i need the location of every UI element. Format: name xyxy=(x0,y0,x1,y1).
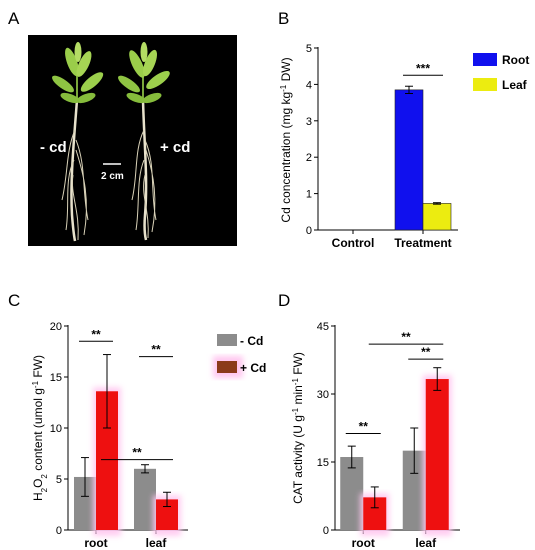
bar-cd-root xyxy=(96,391,118,530)
legend-label-minus-cd: - Cd xyxy=(240,334,263,348)
significance-label: ** xyxy=(401,330,411,344)
y-tick-label: 4 xyxy=(306,79,312,91)
bar-root-treatment xyxy=(394,89,424,231)
legend-label-root: Root xyxy=(502,53,529,67)
bar-cd-leaf xyxy=(425,379,449,530)
legend-label-plus-cd: + Cd xyxy=(240,361,266,375)
y-tick-label: 15 xyxy=(317,457,329,469)
y-axis-title-c: H2O2 content (umol g-1 FW) xyxy=(31,355,49,501)
bar-cd-root xyxy=(340,457,364,530)
y-tick-label: 0 xyxy=(56,525,62,537)
plant-plus-cd xyxy=(118,42,170,241)
y-tick-label: 1 xyxy=(306,189,312,201)
y-tick-label: 10 xyxy=(50,423,62,435)
legend-label-leaf: Leaf xyxy=(502,78,528,92)
significance-label: *** xyxy=(416,61,430,75)
label-plus-cd: + cd xyxy=(160,139,190,156)
panel-d-letter: D xyxy=(278,291,290,310)
significance-label: ** xyxy=(421,345,431,359)
x-tick-label-control: Control xyxy=(332,236,375,250)
panel-c: C 0 5 10 15 20 root leaf ** ** ** H2O2 content (um… xyxy=(8,291,266,550)
y-tick-label: 15 xyxy=(50,372,62,384)
y-tick-label: 5 xyxy=(56,474,62,486)
bar-cd-root xyxy=(363,497,387,530)
panel-c-letter: C xyxy=(8,291,20,310)
y-tick-label: 0 xyxy=(306,225,312,237)
panel-a-letter: A xyxy=(8,9,20,28)
y-tick-label: 3 xyxy=(306,116,312,128)
legend-swatch-leaf xyxy=(473,78,497,91)
label-minus-cd: - cd xyxy=(40,139,67,156)
significance-label: ** xyxy=(91,327,101,341)
plant-minus-cd xyxy=(52,42,104,242)
legend-swatch-plus-cd xyxy=(217,361,237,373)
bar-cd-leaf xyxy=(156,499,178,530)
y-tick-label: 0 xyxy=(323,525,329,537)
plant-photo xyxy=(28,35,237,246)
panel-d: D 0 15 30 45 root leaf ** ** ** CAT activity (U g… xyxy=(278,291,460,550)
legend-swatch-root xyxy=(473,53,497,66)
panel-a: A - cd + cd 2 cm xyxy=(8,9,237,246)
chart-d: 0 15 30 45 root leaf ** ** ** CAT activity (U g-1… xyxy=(291,321,460,550)
legend-swatch-minus-cd xyxy=(217,334,237,346)
bar-cd-root xyxy=(74,476,96,530)
bar-cd-leaf xyxy=(134,468,156,530)
x-tick-label-leaf: leaf xyxy=(415,536,437,550)
y-tick-label: 5 xyxy=(306,43,312,55)
x-tick-label-treatment: Treatment xyxy=(394,236,451,250)
y-axis-title-d: CAT activity (U g-1 min-1 FW) xyxy=(291,352,306,504)
bar-cd-leaf xyxy=(402,450,426,530)
x-tick-label-root: root xyxy=(84,536,107,550)
chart-c: 0 5 10 15 20 root leaf ** ** ** H2O2 content (umol… xyxy=(31,321,267,550)
x-tick-label-root: root xyxy=(352,536,375,550)
significance-label: ** xyxy=(132,446,142,460)
bar-leaf-treatment xyxy=(422,203,452,231)
chart-b: 0 1 2 3 4 5 Control Treatment *** Cd concentratio… xyxy=(279,43,530,250)
y-axis-title-b: Cd concentration (mg kg-1 DW) xyxy=(279,57,294,222)
significance-label: ** xyxy=(151,343,161,357)
significance-label: ** xyxy=(359,419,369,433)
y-tick-label: 45 xyxy=(317,321,329,333)
panel-b-letter: B xyxy=(278,9,289,28)
y-tick-label: 20 xyxy=(50,321,62,333)
y-tick-label: 30 xyxy=(317,389,329,401)
y-tick-label: 2 xyxy=(306,152,312,164)
panel-b: B 0 1 2 3 4 5 Control Treatment *** Cd concentrat… xyxy=(278,9,529,250)
scale-bar-label: 2 cm xyxy=(101,171,124,182)
x-tick-label-leaf: leaf xyxy=(146,536,168,550)
